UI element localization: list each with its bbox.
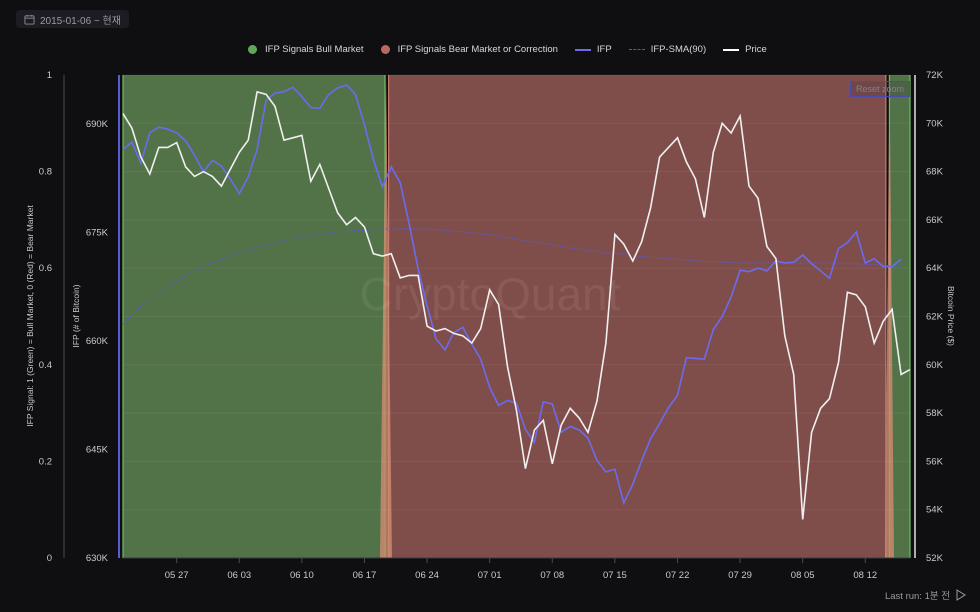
svg-text:0: 0 bbox=[47, 553, 52, 564]
bear-signal-band bbox=[388, 75, 886, 558]
svg-text:IFP (# of Bitcoin): IFP (# of Bitcoin) bbox=[71, 284, 81, 347]
reset-zoom-button[interactable]: Reset zoom bbox=[850, 81, 910, 97]
legend-item-price[interactable]: Price bbox=[723, 44, 767, 55]
svg-text:IFP Signal: 1 (Green) = Bull M: IFP Signal: 1 (Green) = Bull Market, 0 (… bbox=[25, 205, 35, 427]
svg-text:06 03: 06 03 bbox=[227, 570, 251, 581]
svg-text:06 10: 06 10 bbox=[290, 570, 314, 581]
bull-signal-band bbox=[889, 75, 910, 558]
svg-text:0.6: 0.6 bbox=[39, 263, 52, 274]
svg-text:675K: 675K bbox=[86, 228, 109, 239]
svg-text:0.8: 0.8 bbox=[39, 167, 52, 178]
legend-label: Price bbox=[745, 44, 767, 55]
svg-text:05 27: 05 27 bbox=[165, 570, 189, 581]
svg-text:660K: 660K bbox=[86, 336, 109, 347]
price-line-icon bbox=[723, 48, 740, 51]
svg-text:07 22: 07 22 bbox=[666, 570, 690, 581]
svg-text:08 05: 08 05 bbox=[791, 570, 815, 581]
svg-text:70K: 70K bbox=[926, 118, 944, 129]
svg-text:07 29: 07 29 bbox=[728, 570, 752, 581]
legend-item-ifp[interactable]: IFP bbox=[574, 44, 612, 55]
svg-text:58K: 58K bbox=[926, 408, 944, 419]
svg-text:56K: 56K bbox=[926, 456, 944, 467]
last-run-status: Last run: 1분 전 bbox=[885, 588, 966, 602]
svg-text:07 08: 07 08 bbox=[540, 570, 564, 581]
svg-text:62K: 62K bbox=[926, 312, 944, 323]
bear-dot-icon bbox=[380, 45, 390, 54]
sma-dashed-line-icon bbox=[628, 49, 645, 50]
legend-item-sma[interactable]: IFP-SMA(90) bbox=[628, 44, 707, 55]
svg-text:0.2: 0.2 bbox=[39, 456, 52, 467]
legend-label: IFP bbox=[596, 44, 612, 55]
play-icon[interactable] bbox=[956, 589, 966, 601]
legend-label: IFP-SMA(90) bbox=[650, 44, 707, 55]
svg-text:630K: 630K bbox=[86, 553, 109, 564]
svg-text:54K: 54K bbox=[926, 505, 944, 516]
legend-label: IFP Signals Bull Market bbox=[265, 44, 364, 55]
svg-text:72K: 72K bbox=[926, 70, 944, 81]
svg-text:06 24: 06 24 bbox=[415, 570, 439, 581]
bull-signal-band bbox=[123, 75, 386, 558]
svg-text:690K: 690K bbox=[86, 119, 109, 130]
svg-text:08 12: 08 12 bbox=[853, 570, 877, 581]
svg-text:60K: 60K bbox=[926, 360, 944, 371]
ifp-line-icon bbox=[574, 48, 591, 51]
price-line bbox=[122, 90, 911, 520]
chart-legend: IFP Signals Bull Market IFP Signals Bear… bbox=[248, 44, 784, 55]
calendar-icon bbox=[24, 14, 35, 25]
legend-label: IFP Signals Bear Market or Correction bbox=[397, 44, 558, 55]
svg-text:06 17: 06 17 bbox=[353, 570, 377, 581]
svg-text:64K: 64K bbox=[926, 263, 944, 274]
legend-item-bull[interactable]: IFP Signals Bull Market bbox=[248, 44, 364, 55]
svg-text:645K: 645K bbox=[86, 445, 109, 456]
svg-text:Bitcoin Price ($): Bitcoin Price ($) bbox=[946, 286, 956, 346]
ifp-sma-line bbox=[122, 227, 902, 325]
svg-text:07 15: 07 15 bbox=[603, 570, 627, 581]
ifp-line bbox=[122, 84, 902, 506]
svg-text:0.4: 0.4 bbox=[39, 360, 52, 371]
date-range-picker[interactable]: 2015-01-06 ~ 현재 bbox=[16, 10, 129, 28]
last-run-label: Last run: 1분 전 bbox=[884, 591, 950, 602]
svg-text:1: 1 bbox=[47, 70, 52, 81]
bull-dot-icon bbox=[248, 45, 257, 54]
svg-text:66K: 66K bbox=[926, 215, 944, 226]
svg-text:68K: 68K bbox=[926, 167, 944, 178]
svg-text:07 01: 07 01 bbox=[478, 570, 502, 581]
svg-text:52K: 52K bbox=[926, 553, 944, 564]
date-range-label: 2015-01-06 ~ 현재 bbox=[40, 15, 121, 27]
legend-item-bear[interactable]: IFP Signals Bear Market or Correction bbox=[380, 44, 558, 55]
